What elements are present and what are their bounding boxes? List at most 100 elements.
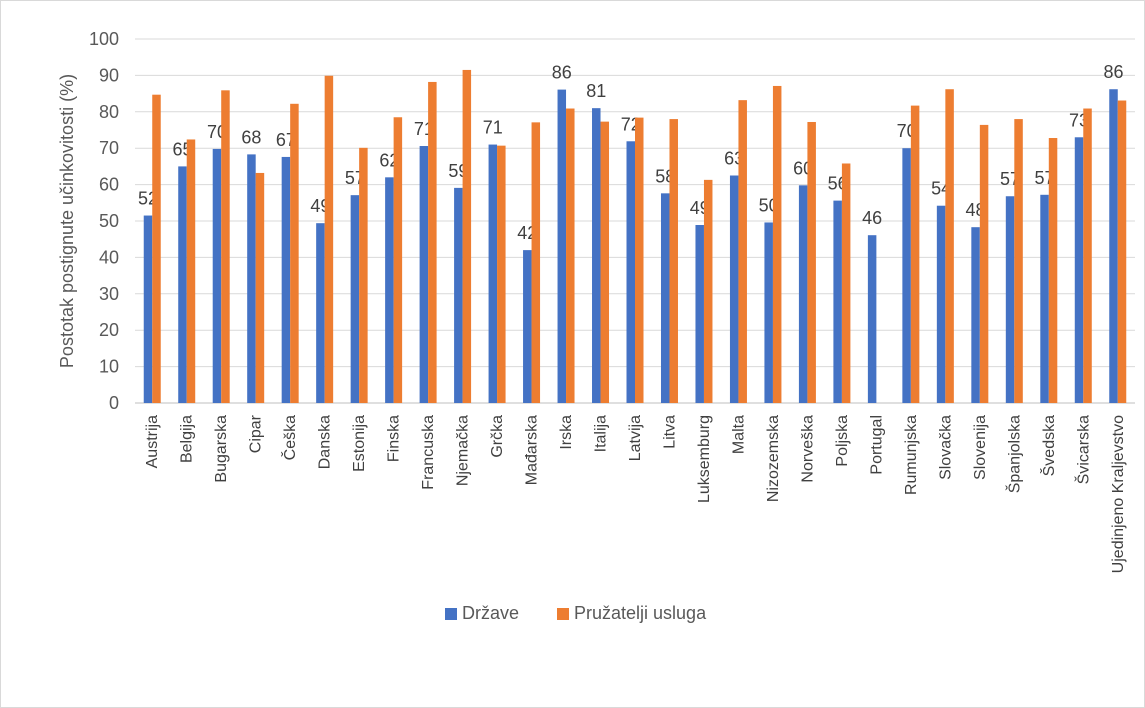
legend-label-drzave: Države (462, 603, 519, 623)
bar-drzave (1040, 194, 1049, 403)
bar-drzave (902, 148, 911, 403)
bar-pruzatelji (428, 81, 437, 404)
y-tick-label: 50 (99, 211, 119, 231)
bar-drzave (971, 227, 980, 403)
x-tick-label: Belgija (179, 415, 196, 463)
bar-drzave (557, 89, 567, 403)
bar-pruzatelji (393, 117, 403, 403)
legend: Države Pružatelji usluga (445, 603, 707, 623)
x-tick-label: Poljska (834, 415, 851, 467)
bar-drzave (1109, 89, 1118, 404)
y-tick-label: 60 (99, 175, 119, 195)
bar-pruzatelji (324, 75, 334, 403)
bar-pruzatelji (635, 117, 644, 404)
x-tick-label: Danska (317, 415, 334, 469)
x-tick-label: Finska (386, 415, 403, 462)
bar-drzave (798, 185, 808, 403)
bar-drzave (936, 205, 946, 403)
bar-pruzatelji (703, 179, 713, 403)
y-tick-label: 80 (99, 102, 119, 122)
bar-drzave (867, 235, 877, 403)
bar-drzave (385, 177, 394, 403)
bar-pruzatelji (1117, 100, 1127, 404)
legend-swatch-pruzatelji (557, 608, 569, 620)
bar-pruzatelji (807, 121, 816, 403)
bar-drzave (454, 187, 463, 403)
bar-pruzatelji (497, 145, 506, 404)
x-tick-label: Nizozemska (765, 415, 782, 502)
bar-drzave (592, 108, 601, 403)
x-tick-label: Slovenija (972, 415, 989, 480)
x-tick-label: Bugarska (213, 415, 230, 483)
data-label: 71 (483, 118, 503, 138)
data-label: 86 (1103, 62, 1123, 82)
bar-pruzatelji (945, 89, 954, 404)
bar-drzave (316, 223, 325, 403)
bar-drzave (178, 166, 187, 403)
bar-pruzatelji (290, 103, 299, 404)
x-tick-label: Litva (661, 415, 678, 449)
bar-pruzatelji (531, 122, 541, 403)
bar-drzave (833, 200, 842, 403)
bar-pruzatelji (841, 163, 851, 403)
y-tick-label: 10 (99, 357, 119, 377)
bar-pruzatelji (772, 85, 782, 404)
bar-pruzatelji (186, 139, 196, 404)
bar-pruzatelji (152, 94, 161, 403)
y-tick-label: 30 (99, 284, 119, 304)
data-label: 81 (586, 81, 606, 101)
x-tick-label: Švedska (1039, 415, 1058, 476)
data-label: 68 (241, 127, 261, 147)
x-tick-label: Mađarska (524, 415, 541, 485)
x-tick-label: Francuska (420, 415, 437, 490)
bar-pruzatelji (221, 90, 230, 403)
bar-pruzatelji (1083, 108, 1092, 404)
x-tick-label: Irska (558, 415, 575, 450)
x-tick-label: Grčka (489, 415, 506, 458)
x-tick-label: Švicarska (1073, 415, 1092, 484)
bar-drzave (488, 144, 498, 403)
bar-drzave (281, 156, 291, 403)
bar-pruzatelji (359, 147, 368, 403)
y-tick-label: 20 (99, 320, 119, 340)
bar-drzave (523, 250, 532, 403)
x-tick-label: Austrija (144, 415, 161, 468)
x-tick-label: Portugal (868, 415, 885, 475)
y-tick-label: 90 (99, 65, 119, 85)
bar-drzave (212, 148, 222, 403)
data-label: 46 (862, 208, 882, 228)
legend-label-pruzatelji: Pružatelji usluga (574, 603, 707, 623)
data-label: 86 (552, 63, 572, 83)
x-tick-label: Estonija (351, 415, 368, 472)
x-tick-label: Italija (593, 415, 610, 452)
bar-pruzatelji (1014, 119, 1023, 403)
bar-drzave (660, 193, 670, 403)
bar-pruzatelji (1048, 138, 1058, 403)
bar-pruzatelji (910, 105, 920, 403)
x-tick-label: Češka (280, 415, 299, 460)
x-tick-label: Cipar (248, 414, 265, 453)
bar-drzave (247, 154, 256, 403)
bar-pruzatelji (462, 69, 472, 403)
bar-pruzatelji (738, 100, 747, 403)
bar-pruzatelji (566, 108, 575, 404)
bar-pruzatelji (669, 119, 678, 403)
bar-pruzatelji (255, 172, 265, 403)
bar-drzave (729, 175, 739, 403)
bar-drzave (419, 146, 429, 404)
bar-drzave (1074, 137, 1084, 403)
legend-swatch-drzave (445, 608, 457, 620)
bar-drzave (626, 141, 635, 403)
y-tick-label: 100 (89, 29, 119, 49)
x-tick-label: Njemačka (455, 415, 472, 486)
y-axis-title: Postotak postignute učinkovitosti (%) (57, 74, 77, 368)
x-tick-label: Rumunjska (903, 415, 920, 495)
x-tick-label: Malta (730, 415, 747, 454)
bar-drzave (764, 222, 773, 403)
x-tick-label: Luksemburg (696, 415, 713, 503)
bar-pruzatelji (600, 121, 610, 404)
x-tick-label: Latvija (627, 415, 644, 461)
bar-drzave (350, 195, 360, 403)
